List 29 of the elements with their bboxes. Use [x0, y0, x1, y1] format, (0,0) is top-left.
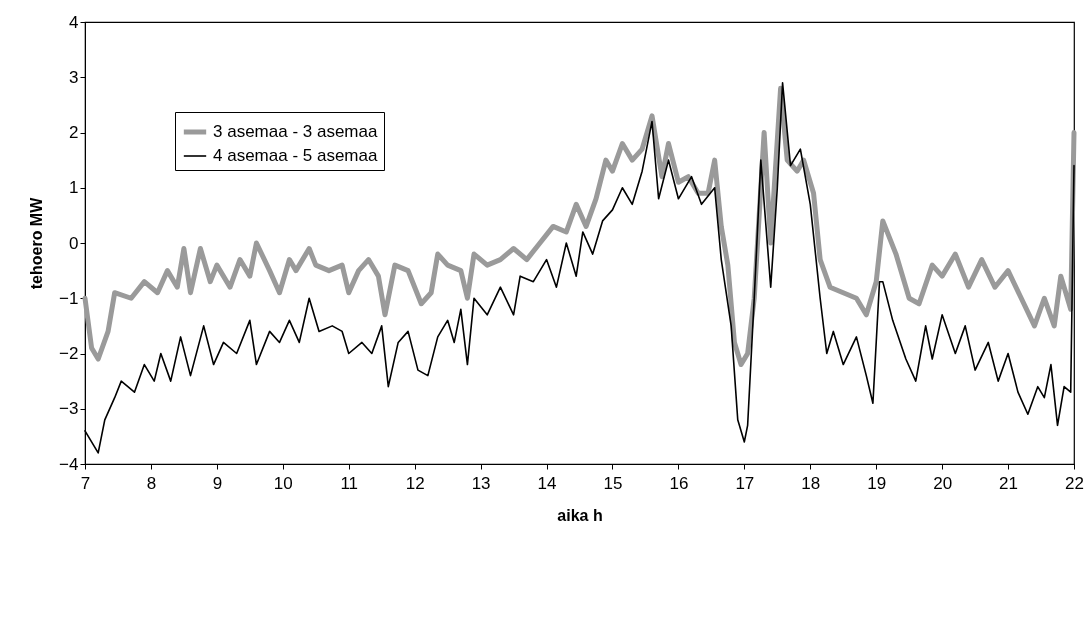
y-tick-label: −1 [59, 288, 79, 308]
x-tick-label: 19 [867, 473, 887, 493]
x-tick-label: 16 [669, 473, 689, 493]
y-tick-label: −3 [59, 399, 79, 419]
y-tick-label: 4 [69, 12, 79, 32]
x-axis-title: aika h [557, 506, 603, 524]
x-tick-label: 21 [999, 473, 1019, 493]
x-tick-label: 15 [603, 473, 623, 493]
x-tick-label: 13 [471, 473, 491, 493]
y-tick-label: 2 [69, 123, 79, 142]
legend-label: 4 asemaa - 5 asemaa [213, 146, 378, 165]
y-tick-label: −4 [59, 454, 79, 474]
y-tick-label: 3 [69, 67, 79, 87]
x-tick-label: 17 [735, 473, 755, 493]
y-tick-label: −2 [59, 344, 79, 363]
y-axis-title: tehoero MW [28, 196, 46, 290]
x-tick-label: 18 [801, 473, 821, 493]
x-tick-label: 22 [1065, 473, 1084, 493]
x-tick-label: 9 [212, 473, 223, 493]
legend-label: 3 asemaa - 3 asemaa [213, 122, 378, 141]
x-tick-label: 7 [80, 473, 91, 493]
x-tick-label: 8 [146, 473, 157, 493]
x-tick-label: 11 [340, 473, 359, 493]
x-tick-label: 10 [273, 473, 293, 493]
y-tick-label: 1 [69, 178, 79, 198]
x-tick-label: 20 [933, 473, 953, 493]
x-tick-label: 12 [405, 473, 425, 493]
x-tick-label: 14 [537, 473, 557, 493]
y-tick-label: 0 [69, 233, 79, 253]
